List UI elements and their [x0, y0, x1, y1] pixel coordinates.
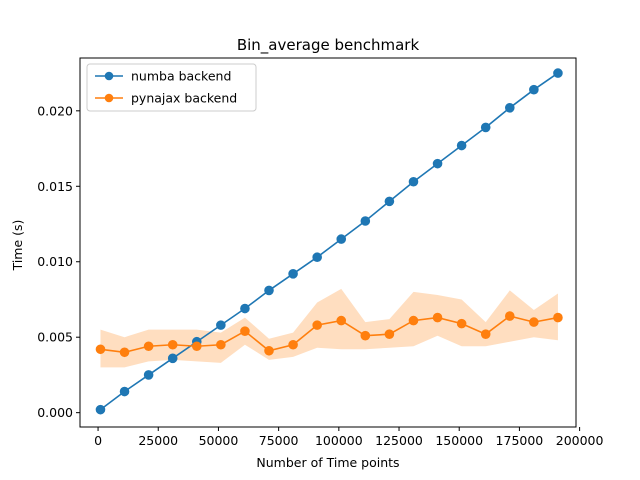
series-0-point — [553, 68, 563, 78]
series-1-point — [432, 312, 443, 323]
series-1-point — [360, 330, 371, 341]
series-1-point — [167, 339, 178, 350]
series-0-point — [95, 404, 106, 415]
legend-marker — [104, 71, 114, 81]
series-1-point — [384, 329, 395, 339]
series-0-point — [480, 122, 491, 133]
series-0-point — [360, 216, 371, 226]
y-axis-title: Time (s) — [10, 220, 25, 272]
x-tick-label: 125000 — [375, 433, 423, 448]
series-1-point — [216, 339, 226, 350]
x-tick-label: 50000 — [199, 433, 239, 448]
series-0-point — [384, 196, 395, 207]
x-axis-title: Number of Time points — [256, 455, 399, 470]
series-1-point — [264, 345, 274, 356]
x-tick-label: 200000 — [556, 433, 604, 448]
legend-label: numba backend — [131, 69, 231, 84]
chart-title: Bin_average benchmark — [237, 36, 420, 55]
series-1-point — [95, 344, 106, 355]
series-0-line — [99, 72, 559, 411]
series-0-point — [143, 370, 154, 380]
series-0-point — [119, 386, 130, 397]
x-tick-label: 175000 — [496, 433, 544, 448]
series-0-point — [264, 285, 274, 296]
series-1-point — [553, 312, 563, 323]
y-tick-label: 0.015 — [37, 179, 73, 194]
series-0-point — [408, 176, 419, 187]
series-0-point — [504, 103, 515, 113]
series-1-point — [529, 317, 539, 327]
series-0-point — [167, 353, 178, 364]
y-tick-label: 0.010 — [37, 254, 73, 269]
series-0-point — [432, 158, 443, 169]
y-tick-label: 0.005 — [37, 330, 73, 345]
series-1-point — [119, 347, 130, 358]
x-tick-label: 0 — [94, 433, 102, 448]
y-tick-label: 0.020 — [37, 103, 73, 118]
series-0-point — [288, 269, 298, 279]
series-1-point — [143, 341, 154, 352]
series-1-point — [336, 315, 347, 326]
series-1-point — [191, 341, 202, 352]
legend-label: pynajax backend — [131, 91, 237, 106]
legend-marker — [104, 93, 114, 103]
series-0-point — [216, 320, 226, 330]
x-tick-label: 25000 — [138, 433, 178, 448]
x-tick-label: 150000 — [435, 433, 483, 448]
y-tick-label: 0.000 — [37, 405, 73, 420]
series-1-point — [288, 339, 298, 350]
series-0-point — [312, 252, 322, 263]
series-0-point — [456, 140, 467, 151]
x-tick-label: 75000 — [259, 433, 299, 448]
series-1-point — [480, 329, 491, 339]
series-0-point — [529, 84, 539, 95]
series-1-point — [312, 320, 322, 330]
legend-box — [86, 63, 257, 112]
axes-frame — [79, 57, 577, 428]
series-1-point — [408, 315, 419, 326]
plot-area: 0 25000 50000 75000 100000 125000 150000 175000… — [37, 57, 604, 448]
series-0-point — [240, 303, 250, 314]
x-tick-label: 100000 — [315, 433, 363, 448]
series-1-point — [240, 326, 250, 336]
series-1-band — [100, 288, 558, 368]
series-1-point — [504, 311, 515, 321]
series-0-point — [336, 234, 347, 244]
series-1-point — [456, 318, 467, 329]
